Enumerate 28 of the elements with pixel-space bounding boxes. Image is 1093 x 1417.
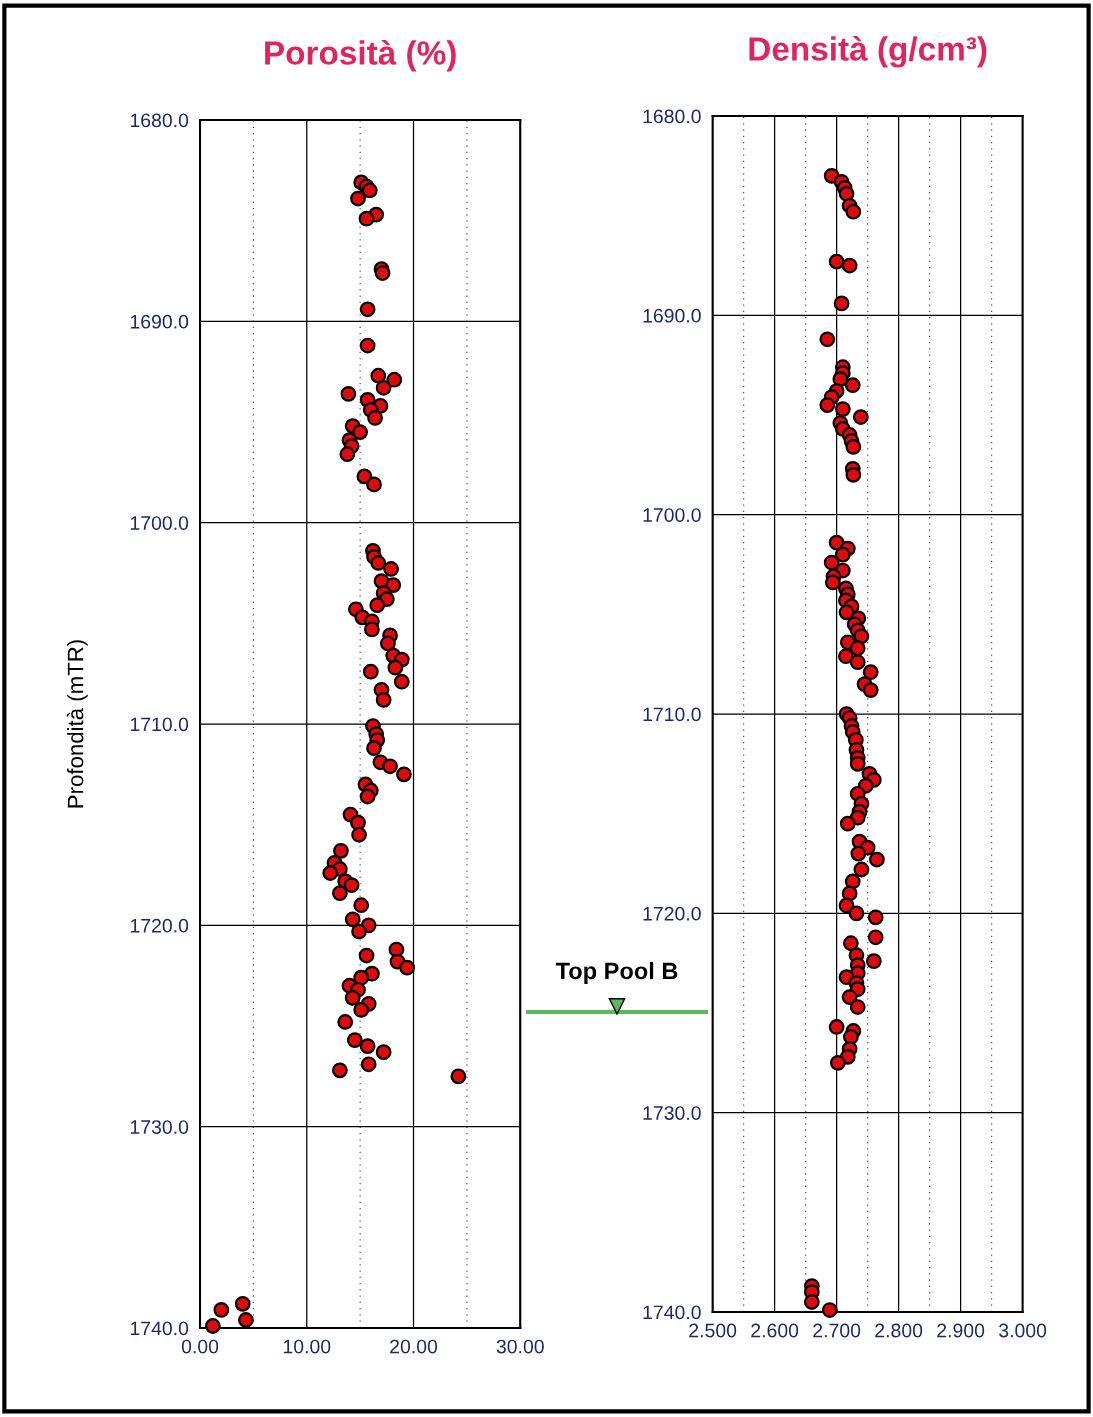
y-tick-label: 1730.0 xyxy=(643,1106,701,1120)
x-tick-label: 10.00 xyxy=(283,1339,331,1354)
x-tick-label: 20.00 xyxy=(390,1339,438,1354)
chart-title: Porosità (%) xyxy=(265,40,456,72)
x-tick-label: 0.00 xyxy=(181,1339,219,1354)
x-tick-label: 30.00 xyxy=(496,1339,544,1354)
y-axis-title: Profondità (mTR) xyxy=(66,640,88,808)
x-tick-label: 2.700 xyxy=(813,1323,861,1338)
x-tick-label: 2.800 xyxy=(875,1323,923,1338)
y-tick-label: 1680.0 xyxy=(130,113,189,128)
x-tick-label: 2.900 xyxy=(937,1323,985,1338)
y-tick-label: 1710.0 xyxy=(130,717,189,732)
y-tick-label: 1690.0 xyxy=(643,308,701,323)
text: Top Pool B xyxy=(555,961,678,985)
y-tick-label: 1740.0 xyxy=(643,1305,701,1320)
y-tick-label: 1720.0 xyxy=(643,906,701,921)
y-tick-label: 1740.0 xyxy=(130,1321,189,1336)
y-tick-label: 1680.0 xyxy=(643,109,701,124)
y-tick-label: 1700.0 xyxy=(643,508,701,522)
chart-title: Densità (g/cm³) xyxy=(749,36,987,68)
y-tick-label: 1700.0 xyxy=(130,516,189,530)
y-tick-label: 1720.0 xyxy=(130,918,189,933)
x-tick-label: 3.000 xyxy=(999,1323,1047,1338)
x-tick-label: 2.500 xyxy=(689,1323,737,1338)
y-tick-label: 1710.0 xyxy=(643,707,701,722)
y-tick-label: 1730.0 xyxy=(130,1120,189,1134)
y-tick-label: 1690.0 xyxy=(130,314,189,329)
x-tick-label: 2.600 xyxy=(751,1323,799,1338)
